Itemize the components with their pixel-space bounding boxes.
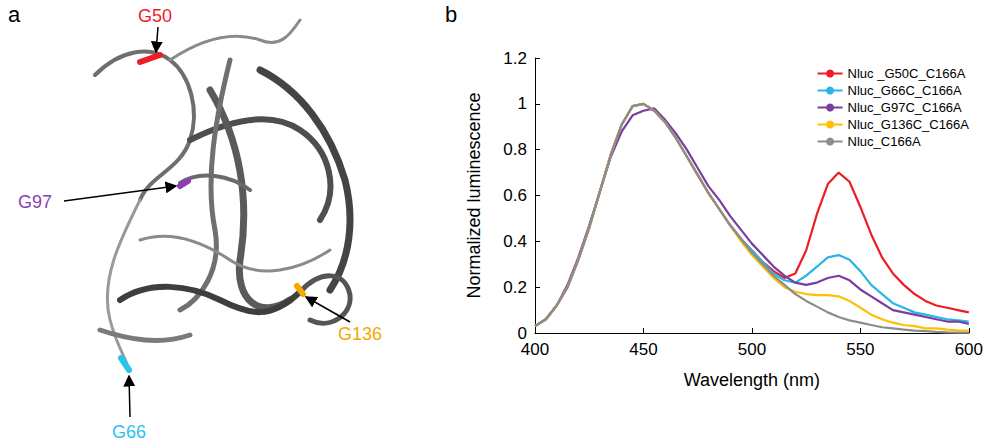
svg-text:0.4: 0.4 bbox=[503, 232, 527, 251]
svg-text:Normalized luminescence: Normalized luminescence bbox=[464, 92, 484, 298]
svg-text:0.6: 0.6 bbox=[503, 186, 527, 205]
svg-text:400: 400 bbox=[521, 340, 549, 359]
svg-text:Nluc_G66C_C166A: Nluc_G66C_C166A bbox=[848, 83, 963, 98]
svg-text:Wavelength (nm): Wavelength (nm) bbox=[684, 370, 820, 390]
svg-text:G50: G50 bbox=[138, 6, 172, 26]
svg-text:Nluc _G50C_C166A: Nluc _G50C_C166A bbox=[848, 66, 966, 81]
svg-text:G136: G136 bbox=[338, 324, 382, 344]
html-text:a: a bbox=[8, 2, 21, 27]
svg-text:1: 1 bbox=[518, 94, 527, 113]
svg-text:0: 0 bbox=[517, 323, 527, 343]
svg-text:450: 450 bbox=[629, 340, 657, 359]
svg-text:500: 500 bbox=[738, 340, 766, 359]
svg-text:Nluc_G97C_C166A: Nluc_G97C_C166A bbox=[848, 100, 963, 115]
svg-text:Nluc_G136C_C166A: Nluc_G136C_C166A bbox=[848, 117, 970, 132]
svg-text:G97: G97 bbox=[18, 192, 52, 212]
svg-text:G66: G66 bbox=[112, 422, 146, 442]
svg-text:0.2: 0.2 bbox=[503, 278, 527, 297]
html-text:b: b bbox=[445, 2, 458, 27]
svg-text:0.8: 0.8 bbox=[503, 140, 527, 159]
svg-text:550: 550 bbox=[846, 340, 874, 359]
svg-text:Nluc_C166A: Nluc_C166A bbox=[848, 134, 921, 149]
svg-text:600: 600 bbox=[955, 340, 983, 359]
svg-text:1.2: 1.2 bbox=[503, 49, 527, 68]
